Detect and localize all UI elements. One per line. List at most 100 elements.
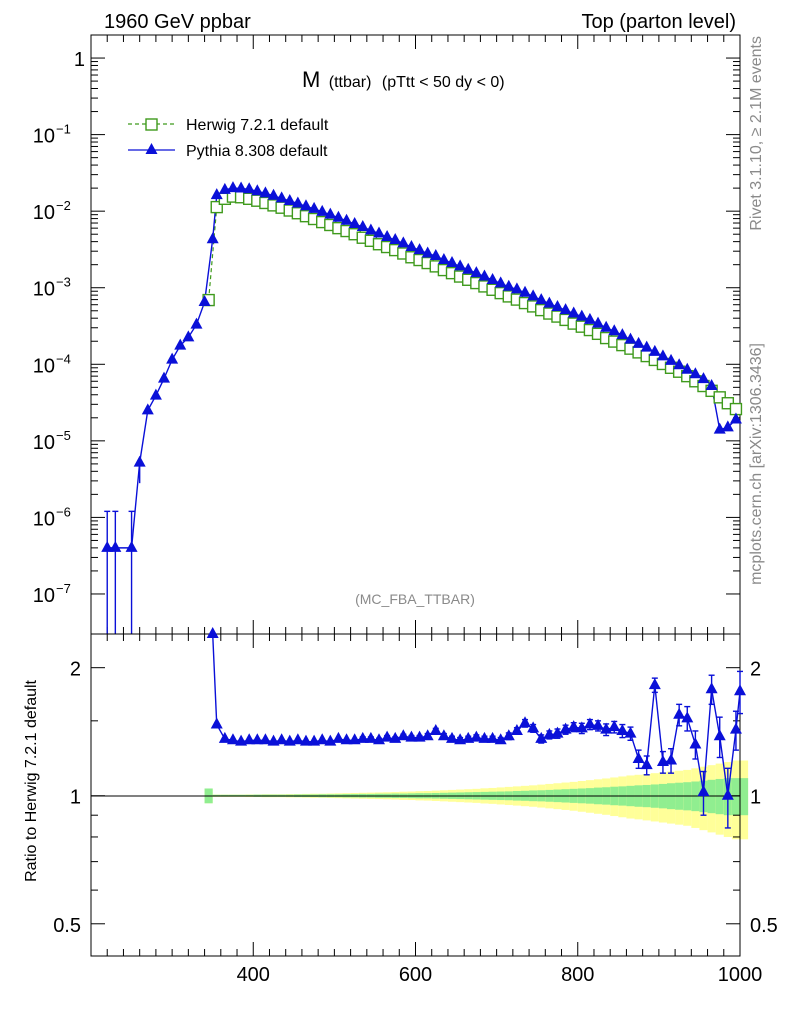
pythia-point [141,403,154,415]
pythia-point [697,372,710,384]
pythia-point [182,330,195,342]
pythia-point [535,293,548,305]
pythia-point [575,309,588,321]
ratio-pythia-point [421,729,434,741]
pythia-point [125,540,138,552]
ratio-pythia-point [519,716,532,728]
legend-herwig-label: Herwig 7.2.1 default [186,117,329,134]
plot-title: M (ttbar) (pTtt < 50 dy < 0) [302,67,505,92]
ratio-pythia-point [689,737,702,749]
pythia-point [616,328,629,340]
ratio-pythia-point [681,711,694,723]
pythia-point [600,320,613,332]
watermark: (MC_FBA_TTBAR) [355,591,475,607]
pythia-point [149,388,162,400]
pythia-point [133,455,146,467]
main-ytick-exponent: −3 [56,275,71,290]
pythia-point [308,201,321,213]
pythia-point [502,279,515,291]
pythia-point [275,191,288,203]
pythia-point [413,243,426,255]
ratio-pythia-point [494,733,507,745]
ratio-pythia-point [206,627,219,638]
ratio-ytick-label-right: 2 [750,659,761,681]
pythia-point [243,182,256,194]
ratio-pythia-point [640,758,653,770]
pythia-point [454,259,467,271]
ratio-pythia-point [705,682,718,694]
ratio-pythia-point [697,785,710,797]
pythia-point [673,358,686,370]
plot-title-cut: (pTtt < 50 dy < 0) [382,74,505,91]
pythia-point [332,210,345,222]
ratio-ytick-label-right: 1 [750,787,761,809]
legend-herwig-marker [145,118,158,131]
pythia-point [681,362,694,374]
mcplots-label: mcplots.cern.ch [arXiv:1306.3436] [748,343,765,585]
pythia-point [705,379,718,391]
ratio-pythia-point [527,721,540,733]
ratio-ticks: 0.5 0.5 1 1 2 2 400 600 800 1000 [53,634,778,986]
herwig-point [210,200,223,214]
ratio-pythia-point [721,788,734,800]
pythia-point [437,253,450,265]
main-ytick-exponent: −6 [56,504,71,519]
pythia-point [198,295,211,307]
pythia-point [340,213,353,225]
ratio-pythia-point [251,733,264,745]
pythia-point [721,420,734,432]
legend-pythia-label: Pythia 8.308 default [186,143,328,160]
ratio-pythia-point [502,729,515,741]
pythia-point [166,352,179,364]
ratio-pythia-point [673,707,686,719]
ratio-band-inner [740,778,749,816]
pythia-point [235,181,248,193]
rivet-label: Rivet 3.1.10, ≥ 2.1M events [748,36,765,231]
pythia-point [624,332,637,344]
ratio-pythia-point [575,721,588,733]
pythia-point [665,353,678,365]
pythia-point [632,336,645,348]
pythia-point [470,266,483,278]
ratio-ytick-label: 2 [70,659,81,681]
ratio-pythia-point [218,731,231,743]
ratio-pythia-point [275,733,288,745]
ratio-ytick-label-right: 0.5 [750,915,778,937]
pythia-point [462,262,475,274]
ratio-pythia-point [583,717,596,729]
ratio-ylabel: Ratio to Herwig 7.2.1 default [23,679,40,881]
ratio-pythia-point [446,731,459,743]
ratio-band-inner [731,778,740,816]
legend: Herwig 7.2.1 default Pythia 8.308 defaul… [128,117,329,160]
ratio-xtick-label: 600 [399,964,432,986]
ratio-pythia-point [259,733,272,745]
ratio-ytick-label: 1 [70,787,81,809]
ratio-pythia-point [397,729,410,741]
ratio-pythia-point [470,730,483,742]
plot-title-main: M [302,67,320,92]
ratio-series [206,627,746,829]
header-left: 1960 GeV ppbar [104,11,251,33]
herwig-line [208,195,737,410]
main-ytick-label: 10 [33,508,55,530]
pythia-point [543,296,556,308]
main-ytick-exponent: −4 [56,351,71,366]
ratio-pythia-point [592,718,605,730]
ratio-pythia-point [429,723,442,735]
pythia-point [446,256,459,268]
ratio-pythia-point [478,731,491,743]
main-ytick-label: 10 [33,585,55,607]
pythia-point [158,371,171,383]
ratio-band [204,760,749,840]
ratio-pythia-point [299,734,312,746]
main-ytick-exponent: −5 [56,428,71,443]
ratio-pythia-point [648,678,661,690]
ratio-pythia-point [608,720,621,732]
main-ytick-label: 10 [33,355,55,377]
ratio-ytick-label: 0.5 [53,915,81,937]
ratio-xtick-label: 400 [237,964,270,986]
ratio-pythia-point [713,729,726,741]
pythia-point [729,412,742,424]
ratio-band-inner [715,778,724,815]
ratio-pythia-point [551,726,564,738]
